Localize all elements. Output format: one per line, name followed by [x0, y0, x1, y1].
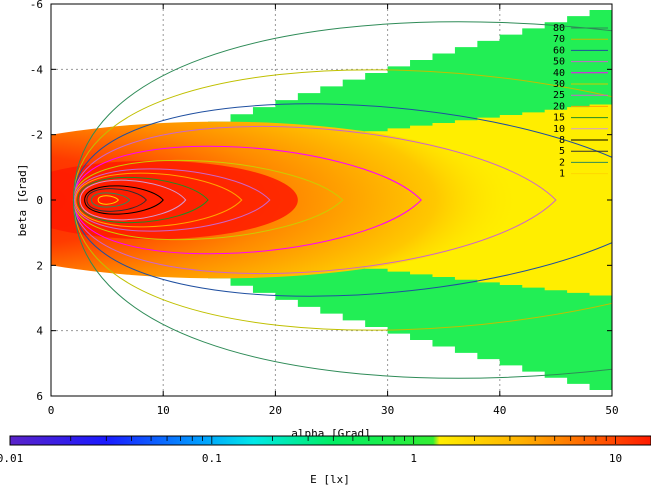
contour-line — [72, 69, 612, 331]
colorbar-tick-label: 10 — [609, 452, 622, 465]
legend-label: 2 — [559, 157, 565, 168]
y-tick-label: 6 — [36, 390, 43, 403]
colorbar-ticks: 0.01 0.1 1 10 — [0, 436, 622, 465]
x-tick-label: 20 — [269, 404, 282, 417]
legend-label: 70 — [553, 34, 565, 45]
region-peak — [51, 160, 298, 240]
contour-line — [79, 179, 187, 221]
legend-label: 10 — [553, 124, 565, 135]
legend-label: 25 — [553, 90, 565, 101]
legend-label: 20 — [553, 101, 565, 112]
contour-line — [75, 172, 243, 228]
x-tick-label: 40 — [493, 404, 506, 417]
y-tick-label: -6 — [30, 0, 43, 11]
colorbar-tick-label: 0.1 — [202, 452, 222, 465]
legend-label: 80 — [553, 23, 565, 34]
legend-label: 15 — [553, 113, 565, 124]
legend-label: 5 — [559, 146, 565, 157]
y-tick-label: 4 — [36, 325, 43, 338]
x-tick-label: 50 — [605, 404, 618, 417]
contour-line — [90, 192, 131, 208]
contour-line — [72, 159, 344, 241]
x-tick-label: 0 — [48, 404, 55, 417]
contour-line — [72, 125, 557, 275]
legend-label: 60 — [553, 45, 565, 56]
contour-line — [84, 185, 164, 215]
contour-line — [72, 145, 422, 255]
contour-line — [77, 176, 209, 224]
y-axis-label: beta [Grad] — [16, 164, 29, 237]
contour-line — [86, 188, 148, 212]
y-tick-label: -4 — [30, 63, 44, 76]
colorbar-label: E [lx] — [310, 473, 350, 486]
legend-label: 1 — [559, 169, 565, 180]
x-tick-label: 30 — [381, 404, 394, 417]
x-tick-label: 10 — [157, 404, 170, 417]
legend-label: 40 — [553, 68, 565, 79]
contour-lines — [72, 21, 612, 379]
colorbar-tick-label: 0.01 — [0, 452, 23, 465]
contour-line — [72, 21, 612, 379]
colorbar-tick-label: 1 — [410, 452, 417, 465]
legend-label: 30 — [553, 79, 565, 90]
contour-line — [72, 103, 612, 297]
y-tick-label: 0 — [36, 194, 43, 207]
y-tick-label: -2 — [30, 129, 43, 142]
contour-line — [97, 195, 119, 205]
legend-label: 8 — [559, 135, 565, 146]
contour-line — [74, 168, 271, 232]
legend-label: 50 — [553, 57, 565, 68]
y-tick-label: 2 — [36, 259, 43, 272]
